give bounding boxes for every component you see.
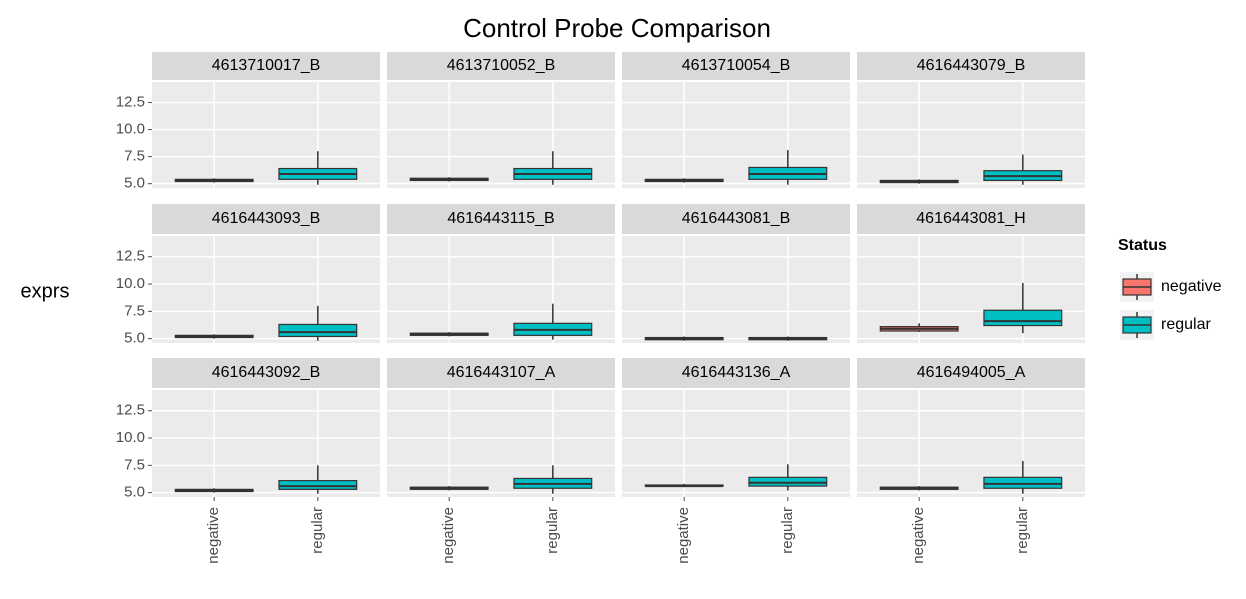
box — [278, 480, 358, 490]
y-tick-label: 5.0 — [124, 330, 145, 347]
y-tick-label: 10.0 — [116, 429, 145, 446]
y-tick-label: 12.5 — [116, 402, 145, 419]
box — [278, 323, 358, 338]
y-tick-label: 10.0 — [116, 121, 145, 138]
y-tick-label: 12.5 — [116, 94, 145, 111]
x-tick-label: negative — [675, 507, 692, 564]
facet-title: 4616443079_B — [917, 57, 1026, 74]
strip — [857, 52, 1085, 80]
y-axis-label: exprs — [21, 280, 70, 302]
strip — [387, 204, 615, 234]
y-tick-label: 7.5 — [124, 456, 145, 473]
strip — [622, 204, 850, 234]
y-tick-label: 12.5 — [116, 248, 145, 265]
y-tick-label: 7.5 — [124, 302, 145, 319]
x-tick-label: negative — [440, 507, 457, 564]
x-tick-label: regular — [544, 507, 561, 554]
x-tick-label: negative — [910, 507, 927, 564]
strip — [387, 358, 615, 388]
facet-title: 4616443093_B — [212, 210, 321, 227]
x-tick-label: regular — [779, 507, 796, 554]
y-tick-label: 5.0 — [124, 484, 145, 501]
box — [983, 309, 1063, 327]
x-tick-label: regular — [1014, 507, 1031, 554]
strip — [857, 204, 1085, 234]
panel — [622, 236, 850, 343]
box — [983, 476, 1063, 489]
facet-title: 4616443081_B — [682, 210, 791, 227]
strip — [152, 204, 380, 234]
strip — [622, 52, 850, 80]
strip — [387, 52, 615, 80]
facet-title: 4616494005_A — [917, 364, 1026, 381]
x-tick-label: regular — [309, 507, 326, 554]
x-tick-label: negative — [205, 507, 222, 564]
panel — [152, 390, 380, 497]
facet-title: 4616443092_B — [212, 364, 321, 381]
strip — [152, 358, 380, 388]
y-tick-label: 5.0 — [124, 175, 145, 192]
strip — [622, 358, 850, 388]
facet-title: 4616443115_B — [447, 210, 554, 227]
box — [748, 476, 828, 487]
facet-title: 4613710054_B — [682, 57, 791, 74]
facet-title: 4616443107_A — [447, 364, 556, 381]
legend-title: Status — [1118, 237, 1167, 254]
legend-label: negative — [1161, 278, 1222, 295]
y-tick-label: 7.5 — [124, 148, 145, 165]
facet-title: 4613710052_B — [447, 57, 556, 74]
facet-title: 4616443081_H — [916, 210, 1025, 227]
strip — [857, 358, 1085, 388]
strip — [152, 52, 380, 80]
y-tick-label: 10.0 — [116, 275, 145, 292]
chart-title: Control Probe Comparison — [463, 13, 771, 43]
legend-label: regular — [1161, 316, 1211, 333]
facet-title: 4613710017_B — [212, 57, 321, 74]
facet-title: 4616443136_A — [682, 364, 791, 381]
